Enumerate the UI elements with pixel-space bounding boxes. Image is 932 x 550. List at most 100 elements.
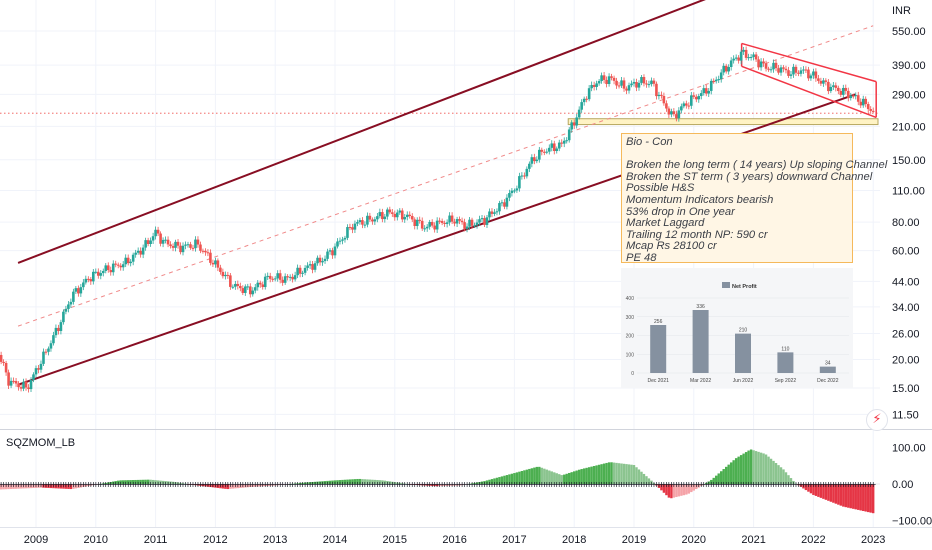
- candle: [597, 79, 601, 86]
- momentum-bar: [570, 472, 573, 484]
- candle: [490, 208, 494, 218]
- momentum-bar: [657, 484, 661, 488]
- squeeze-dot: +: [217, 480, 224, 489]
- momentum-bar: [568, 472, 571, 484]
- analysis-note[interactable]: Bio - Con Broken the long term ( 14 year…: [621, 133, 887, 264]
- np-tick-label: 300: [626, 315, 635, 321]
- candle: [722, 63, 725, 76]
- squeeze-dot: +: [257, 480, 264, 489]
- momentum-bar: [67, 484, 70, 489]
- candle: [381, 208, 384, 223]
- squeeze-dot: +: [541, 480, 548, 489]
- squeeze-dot: +: [578, 480, 585, 489]
- squeeze-dot: +: [10, 480, 17, 489]
- squeeze-dot: +: [344, 480, 351, 489]
- squeeze-dot: +: [23, 480, 30, 489]
- candle: [124, 254, 127, 268]
- squeeze-dot: +: [279, 480, 286, 489]
- channel-midline: [17, 25, 874, 327]
- np-category-label: Jun 2022: [733, 378, 754, 384]
- squeeze-dot: +: [748, 480, 755, 489]
- candle: [465, 223, 469, 233]
- np-bar: [650, 325, 667, 373]
- squeeze-dot: +: [117, 480, 124, 489]
- momentum-bar: [126, 480, 130, 484]
- squeeze-dot: +: [561, 480, 568, 489]
- momentum-bar: [779, 467, 783, 484]
- momentum-bar: [438, 484, 441, 487]
- squeeze-dot: +: [454, 480, 461, 489]
- squeeze-dot: +: [147, 480, 154, 489]
- lightning-icon[interactable]: ⚡: [866, 409, 888, 431]
- candle: [717, 75, 721, 84]
- candle: [201, 248, 205, 254]
- momentum-bar: [587, 467, 591, 484]
- note-lines: Broken the long term ( 14 years) Up slop…: [626, 160, 887, 264]
- momentum-bar: [281, 484, 284, 485]
- squeeze-dot: +: [414, 480, 421, 489]
- squeeze-dot: +: [349, 480, 356, 489]
- momentum-bar: [642, 473, 646, 484]
- note-line: Possible H&S: [626, 182, 695, 195]
- candle: [69, 298, 73, 308]
- squeeze-dot: +: [75, 480, 82, 489]
- candle: [241, 285, 245, 296]
- momentum-bar: [483, 481, 486, 484]
- momentum-bar: [92, 484, 95, 486]
- candle: [14, 377, 18, 387]
- momentum-bar: [789, 478, 793, 484]
- price-axis[interactable]: INR 550.00 390.00 290.00 210.00 150.00 110.00 8…: [892, 5, 926, 421]
- momentum-bar: [333, 480, 337, 484]
- np-bar: [735, 333, 751, 373]
- np-category-label: Dec 2021: [647, 378, 669, 384]
- candle: [864, 96, 868, 108]
- squeeze-dot: +: [504, 480, 511, 489]
- squeeze-dot: +: [693, 480, 700, 489]
- candle: [179, 242, 182, 255]
- momentum-bar: [685, 484, 688, 495]
- squeeze-dot: +: [364, 480, 371, 489]
- squeeze-dot: +: [274, 480, 281, 489]
- momentum-bar: [308, 482, 312, 484]
- momentum-bar: [204, 484, 207, 487]
- squeeze-dot: +: [130, 480, 137, 489]
- squeeze-dot: +: [753, 480, 760, 489]
- candle: [709, 78, 713, 95]
- momentum-bar: [660, 484, 663, 491]
- squeeze-dot: +: [489, 480, 496, 489]
- squeeze-dot: +: [105, 480, 112, 489]
- candle: [346, 224, 349, 241]
- candle: [602, 72, 606, 84]
- candle: [415, 217, 419, 230]
- indicator-label[interactable]: SQZMOM_LB: [6, 437, 76, 449]
- note-line: Trailing 12 month NP: 590 cr: [626, 228, 768, 241]
- squeeze-dot: +: [461, 480, 468, 489]
- time-axis[interactable]: 2009 2010 2011 2012 2013 2014 2015 2016 2017 2018…: [24, 534, 886, 546]
- squeeze-dot: +: [192, 480, 199, 489]
- momentum-bar: [336, 480, 339, 484]
- squeeze-dot: +: [416, 480, 423, 489]
- squeeze-dot: +: [563, 480, 570, 489]
- momentum-bar: [744, 452, 748, 484]
- candle: [291, 273, 294, 283]
- candle: [560, 139, 564, 148]
- momentum-bar: [692, 484, 695, 491]
- momentum-bar: [440, 484, 444, 487]
- candle: [555, 146, 559, 154]
- squeeze-dot: +: [496, 480, 503, 489]
- momentum-bar: [485, 480, 489, 484]
- squeeze-dot: +: [40, 480, 47, 489]
- squeeze-dot: +: [232, 480, 239, 489]
- candle: [84, 275, 88, 285]
- squeeze-dot: +: [33, 480, 40, 489]
- squeeze-dot: +: [770, 480, 777, 489]
- momentum-bar: [239, 484, 242, 488]
- squeeze-dot: +: [860, 480, 867, 489]
- squeeze-dot: +: [170, 480, 177, 489]
- squeeze-dot: +: [636, 480, 643, 489]
- price-tick-label: 15.00: [892, 383, 920, 395]
- squeeze-dot: +: [35, 480, 42, 489]
- momentum-bar: [104, 482, 107, 484]
- candle: [699, 90, 703, 100]
- squeeze-dot: +: [832, 480, 839, 489]
